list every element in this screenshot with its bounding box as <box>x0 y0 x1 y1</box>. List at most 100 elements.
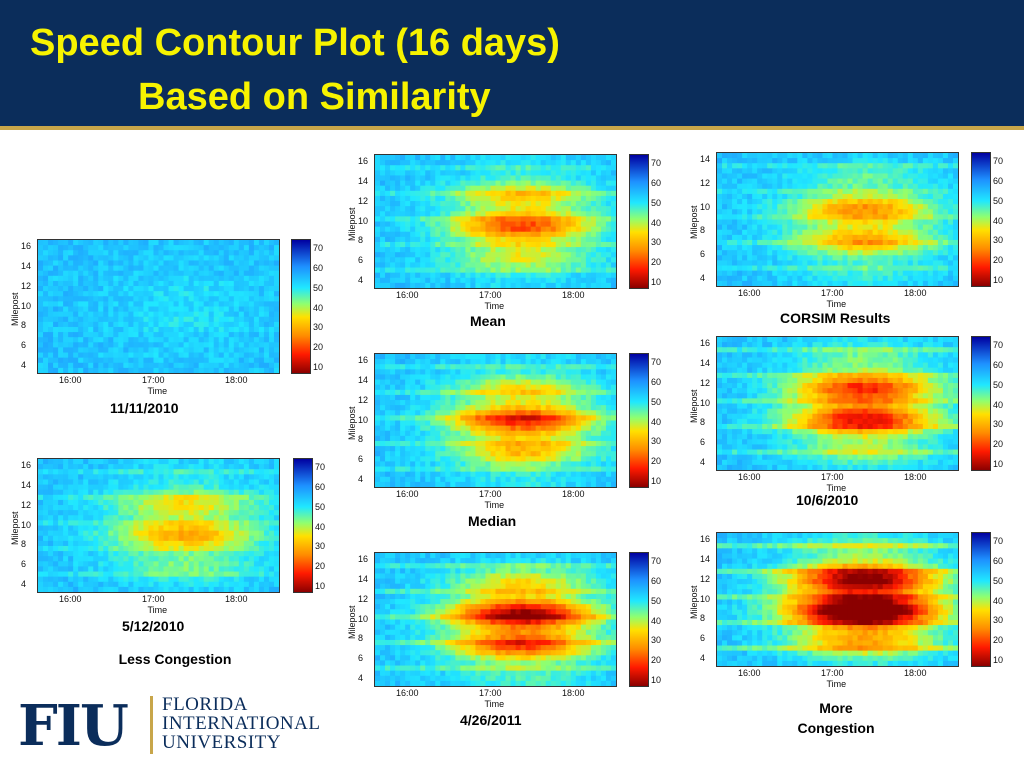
y-tick-label: 10 <box>21 300 32 311</box>
plot-caption: 5/12/2010 <box>122 618 185 634</box>
y-tick-label: 6 <box>358 454 364 465</box>
y-tick-label: 4 <box>700 273 706 283</box>
y-tick-label: 12 <box>21 280 32 291</box>
y-tick-label: 16 <box>358 355 369 365</box>
x-axis-label: Time <box>147 605 168 615</box>
colorbar-tick-label: 50 <box>651 595 662 606</box>
colorbar-tick-label: 20 <box>651 655 662 666</box>
y-tick-label: 16 <box>700 338 711 348</box>
y-tick-label: 10 <box>700 201 711 212</box>
speed-contour-plot <box>374 552 617 687</box>
y-tick-label: 16 <box>358 554 369 564</box>
y-tick-label: 4 <box>358 474 364 484</box>
logo-text-university: UNIVERSITY <box>162 732 281 753</box>
x-tick-label: 17:00 <box>479 688 502 698</box>
colorbar-tick-label: 60 <box>651 376 662 387</box>
colorbar-tick-label: 70 <box>651 357 662 367</box>
x-tick-label: 18:00 <box>904 668 927 678</box>
x-tick-label: 16:00 <box>738 668 761 678</box>
colorbar-tick-label: 70 <box>993 340 1004 350</box>
x-tick-label: 18:00 <box>225 594 248 604</box>
colorbar-tick-label: 60 <box>993 175 1004 186</box>
colorbar-tick-label: 40 <box>315 521 326 532</box>
colorbar-tick-label: 20 <box>993 635 1004 646</box>
plot-caption: 11/11/2010 <box>110 400 179 416</box>
x-tick-label: 16:00 <box>738 288 761 298</box>
colorbar-tick-label: 10 <box>651 476 662 486</box>
y-tick-label: 6 <box>700 437 706 448</box>
y-axis-label: Milepost <box>347 604 357 639</box>
speed-contour-plot <box>37 458 280 593</box>
plot-caption: Mean <box>470 313 506 329</box>
y-tick-label: 6 <box>700 633 706 644</box>
y-tick-label: 12 <box>358 195 369 206</box>
x-axis-label: Time <box>826 299 847 309</box>
y-tick-label: 16 <box>21 460 32 470</box>
x-axis-label: Time <box>826 679 847 689</box>
colorbar-tick-label: 30 <box>651 635 662 646</box>
y-tick-label: 8 <box>21 320 27 331</box>
y-tick-label: 14 <box>700 154 711 164</box>
colorbar-tick-label: 60 <box>313 262 324 273</box>
y-tick-label: 12 <box>21 499 32 510</box>
y-tick-label: 6 <box>358 653 364 664</box>
speed-colorbar <box>971 532 991 667</box>
x-tick-label: 16:00 <box>396 489 419 499</box>
y-tick-label: 8 <box>700 613 706 624</box>
y-tick-label: 14 <box>21 479 32 490</box>
colorbar-tick-label: 40 <box>313 302 324 313</box>
logo-text-florida: FLORIDA <box>162 694 248 715</box>
colorbar-tick-label: 10 <box>993 275 1004 285</box>
speed-colorbar <box>293 458 313 593</box>
colorbar-tick-label: 40 <box>651 615 662 626</box>
colorbar-tick-label: 70 <box>313 243 324 253</box>
less-congestion-note: Less Congestion <box>118 651 232 667</box>
y-tick-label: 14 <box>21 260 32 271</box>
title-banner: Speed Contour Plot (16 days) Based on Si… <box>0 0 1024 130</box>
colorbar-tick-label: 10 <box>651 277 662 287</box>
x-tick-label: 16:00 <box>396 688 419 698</box>
y-tick-label: 4 <box>21 579 27 589</box>
speed-colorbar <box>971 336 991 471</box>
x-axis-label: Time <box>484 699 505 709</box>
x-tick-label: 16:00 <box>396 290 419 300</box>
colorbar-tick-label: 50 <box>651 396 662 407</box>
speed-contour-plot <box>374 353 617 488</box>
x-tick-label: 18:00 <box>904 288 927 298</box>
y-tick-label: 10 <box>700 397 711 408</box>
x-tick-label: 17:00 <box>479 290 502 300</box>
colorbar-tick-label: 30 <box>993 419 1004 430</box>
colorbar-tick-label: 20 <box>993 255 1004 266</box>
x-tick-label: 17:00 <box>142 375 165 385</box>
y-tick-label: 12 <box>700 377 711 388</box>
colorbar-tick-label: 30 <box>651 436 662 447</box>
colorbar-tick-label: 40 <box>993 595 1004 606</box>
colorbar-tick-label: 60 <box>993 555 1004 566</box>
y-tick-label: 12 <box>700 573 711 584</box>
y-tick-label: 14 <box>358 374 369 385</box>
colorbar-tick-label: 70 <box>993 156 1004 166</box>
colorbar-tick-label: 50 <box>313 282 324 293</box>
colorbar-tick-label: 40 <box>651 416 662 427</box>
colorbar-tick-label: 70 <box>315 462 326 472</box>
colorbar-tick-label: 60 <box>651 575 662 586</box>
speed-contour-plot <box>716 152 959 287</box>
y-tick-label: 6 <box>700 249 706 260</box>
slide-title-line-1: Speed Contour Plot (16 days) <box>30 22 560 64</box>
y-tick-label: 6 <box>358 255 364 266</box>
x-tick-label: 17:00 <box>142 594 165 604</box>
x-tick-label: 16:00 <box>59 594 82 604</box>
x-axis-label: Time <box>484 500 505 510</box>
y-tick-label: 14 <box>358 175 369 186</box>
logo-text-international: INTERNATIONAL <box>162 713 321 734</box>
y-tick-label: 10 <box>21 519 32 530</box>
x-tick-label: 18:00 <box>562 489 585 499</box>
y-tick-label: 4 <box>358 673 364 683</box>
y-axis-label: Milepost <box>347 405 357 440</box>
colorbar-tick-label: 10 <box>315 581 326 591</box>
colorbar-tick-label: 20 <box>993 439 1004 450</box>
speed-colorbar <box>629 154 649 289</box>
y-axis-label: Milepost <box>689 388 699 423</box>
colorbar-tick-label: 40 <box>993 215 1004 226</box>
y-tick-label: 8 <box>358 633 364 644</box>
